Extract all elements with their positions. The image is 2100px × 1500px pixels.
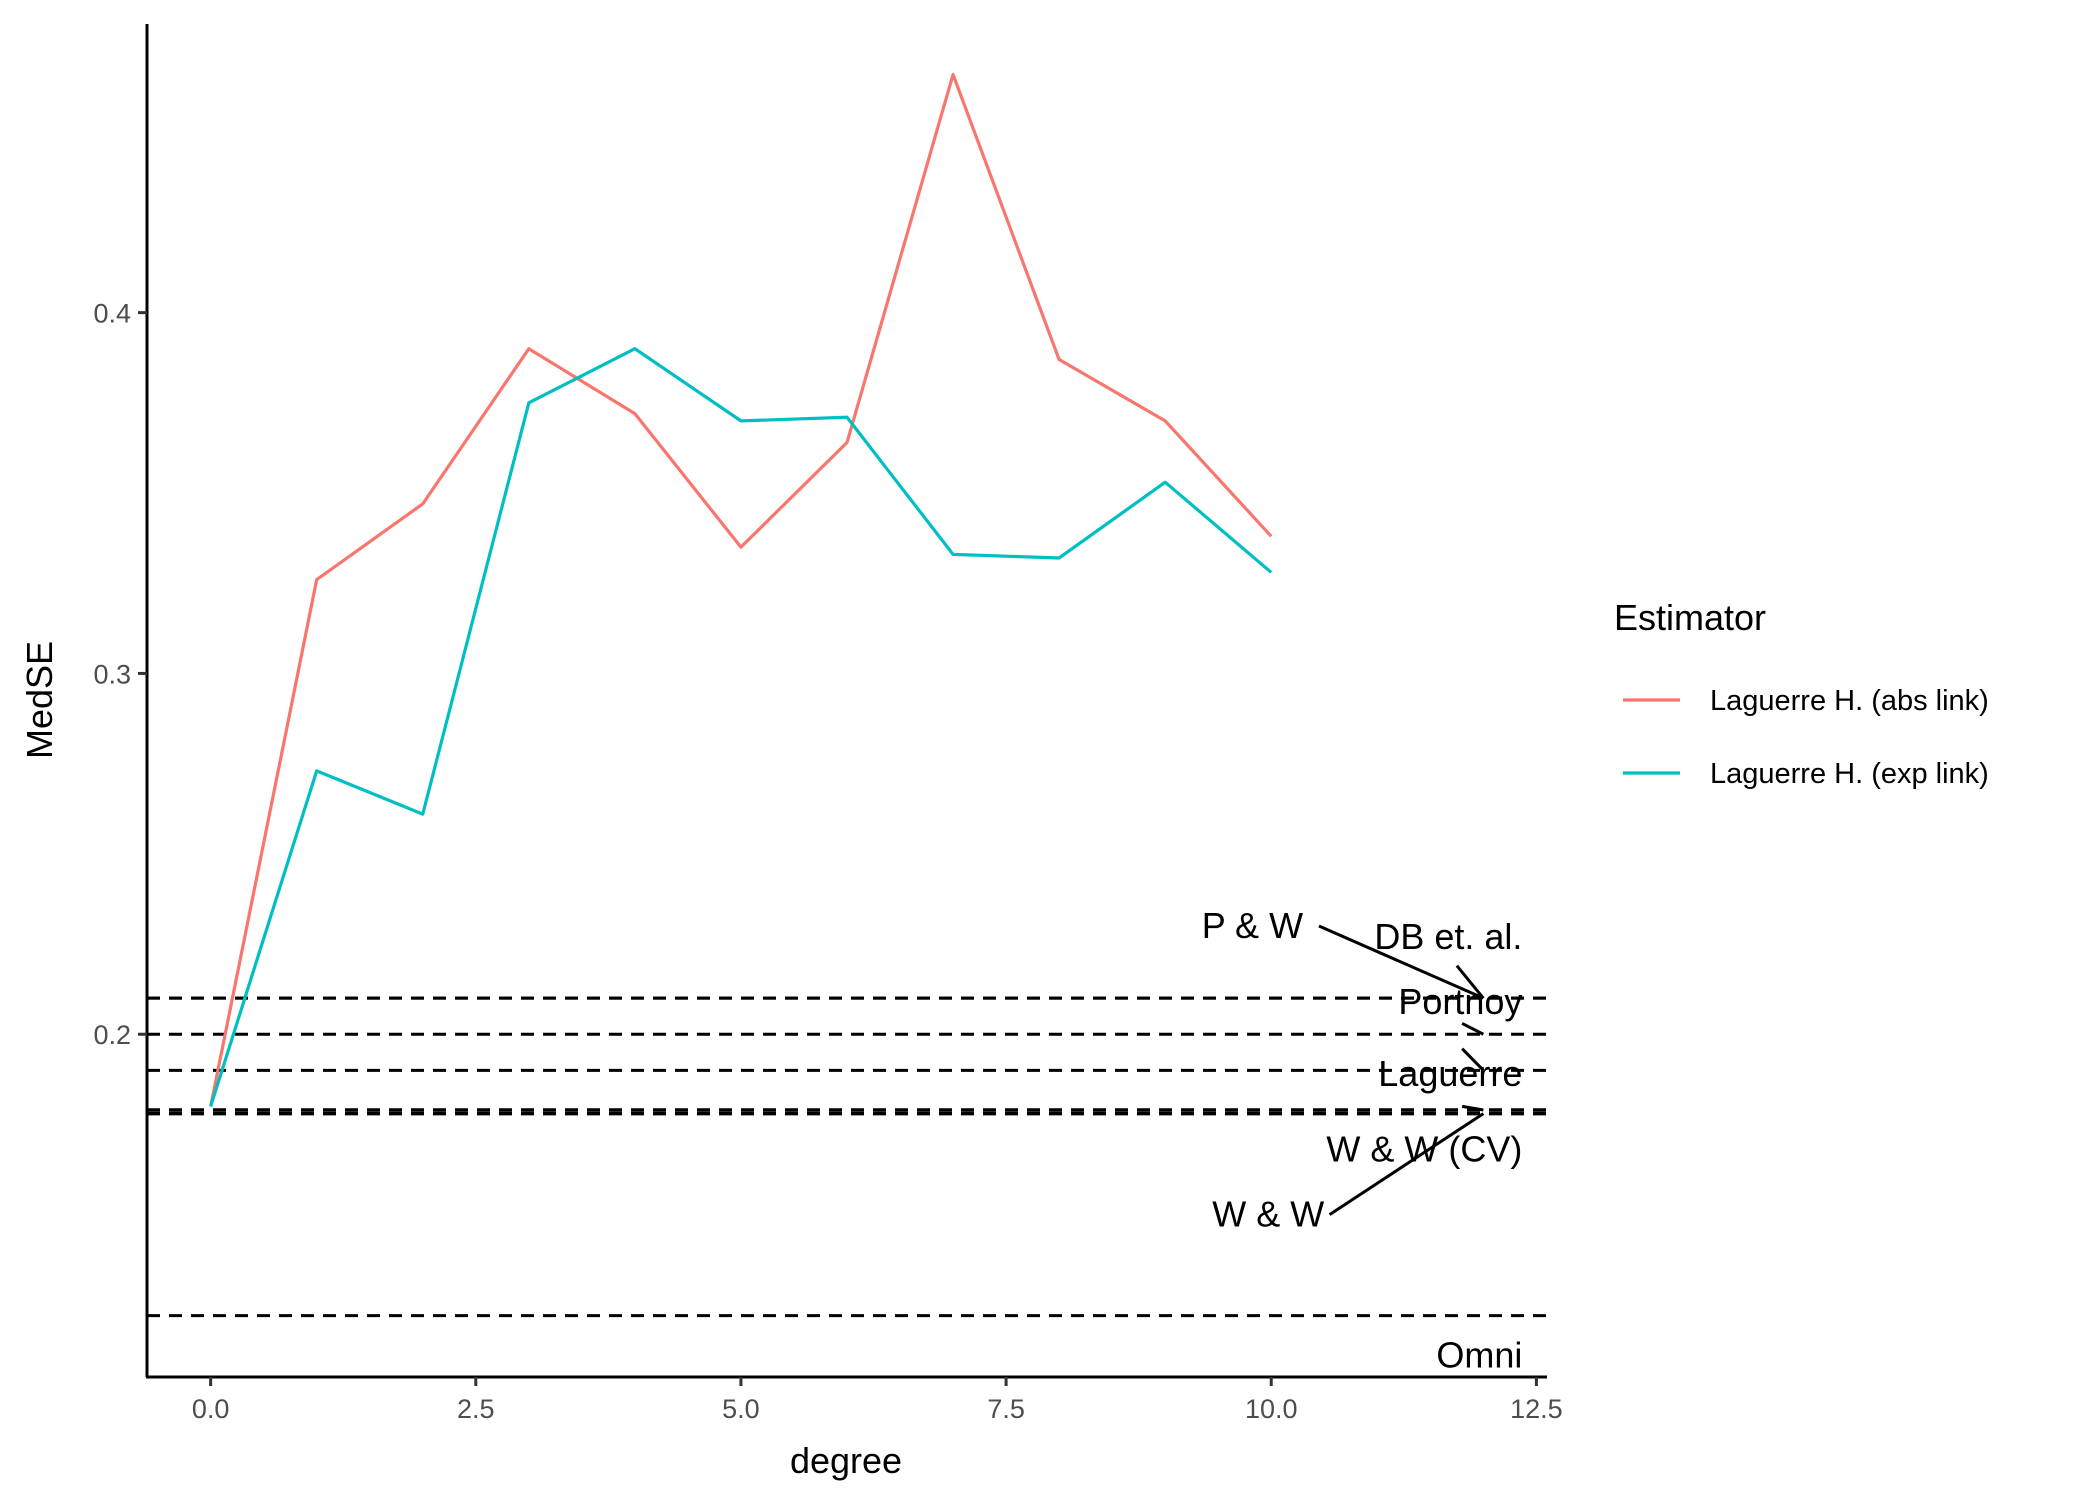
reference-label-1: DB et. al. <box>1374 916 1522 957</box>
y-axis-ticks: 0.2 0.3 0.4 <box>93 299 147 1050</box>
x-tick-label-2: 5.0 <box>722 1394 760 1424</box>
reference-label-0: P & W <box>1202 905 1303 946</box>
reference-labels: P & W DB et. al. Portnoy Laguerre W & W (CV)… <box>1202 905 1523 1375</box>
legend-label-0: Laguerre H. (abs link) <box>1710 685 1989 717</box>
series-lines <box>209 72 1273 1107</box>
label-connector-3 <box>1461 1047 1485 1072</box>
reference-label-2: Portnoy <box>1398 981 1522 1022</box>
label-connector-1 <box>1455 964 1485 1000</box>
series-line-0 <box>209 72 1273 1107</box>
label-connector-2 <box>1461 1022 1485 1036</box>
reference-label-connectors <box>1318 924 1485 1216</box>
reference-label-6: Omni <box>1436 1334 1522 1375</box>
x-tick-label-3: 7.5 <box>987 1394 1025 1424</box>
x-tick-label-4: 10.0 <box>1245 1394 1298 1424</box>
x-tick-label-0: 0.0 <box>192 1394 230 1424</box>
reference-lines <box>147 996 1547 1318</box>
x-tick-label-5: 12.5 <box>1510 1394 1563 1424</box>
y-tick-label-2: 0.4 <box>93 299 131 329</box>
label-connector-4 <box>1461 1104 1484 1112</box>
x-axis-ticks: 0.0 2.5 5.0 7.5 10.0 12.5 <box>192 1377 1563 1424</box>
x-tick-label-1: 2.5 <box>457 1394 495 1424</box>
series-line-1 <box>209 347 1273 1107</box>
y-axis-title: MedSE <box>19 641 60 759</box>
y-tick-label-0: 0.2 <box>93 1020 131 1050</box>
legend-label-1: Laguerre H. (exp link) <box>1710 758 1989 790</box>
legend: Estimator Laguerre H. (abs link) Laguerre… <box>1614 597 1989 790</box>
reference-label-4: W & W (CV) <box>1326 1129 1522 1170</box>
x-axis-title: degree <box>790 1440 902 1481</box>
y-tick-label-1: 0.3 <box>93 659 131 689</box>
label-connector-5 <box>1328 1112 1485 1216</box>
legend-title: Estimator <box>1614 597 1766 638</box>
reference-label-5: W & W <box>1212 1194 1324 1235</box>
label-connector-0 <box>1318 924 1484 1000</box>
reference-label-3: Laguerre <box>1378 1053 1522 1094</box>
